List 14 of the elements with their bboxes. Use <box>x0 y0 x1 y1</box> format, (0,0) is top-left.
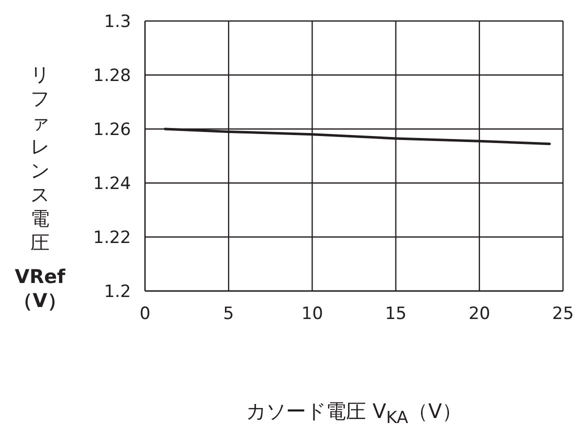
y-tick-label: 1.28 <box>93 66 131 86</box>
y-tick-label: 1.3 <box>104 12 131 32</box>
x-tick-label: 15 <box>384 304 407 324</box>
y-tick-label: 1.2 <box>104 282 131 302</box>
x-tick-label: 0 <box>140 304 150 324</box>
y-tick-label: 1.22 <box>93 228 131 248</box>
text: リファレンス電圧 VRef （V） <box>14 64 66 312</box>
x-tick-label: 25 <box>552 304 574 324</box>
x-axis-title: カソード電圧 V$_{KA}$（V） <box>245 398 463 429</box>
x-tick-label: 5 <box>223 304 234 324</box>
x-tick-label: 20 <box>468 304 490 324</box>
x-tick-label: 10 <box>301 304 324 324</box>
y-tick-label: 1.24 <box>93 174 131 194</box>
y-tick-label: 1.26 <box>93 120 131 140</box>
